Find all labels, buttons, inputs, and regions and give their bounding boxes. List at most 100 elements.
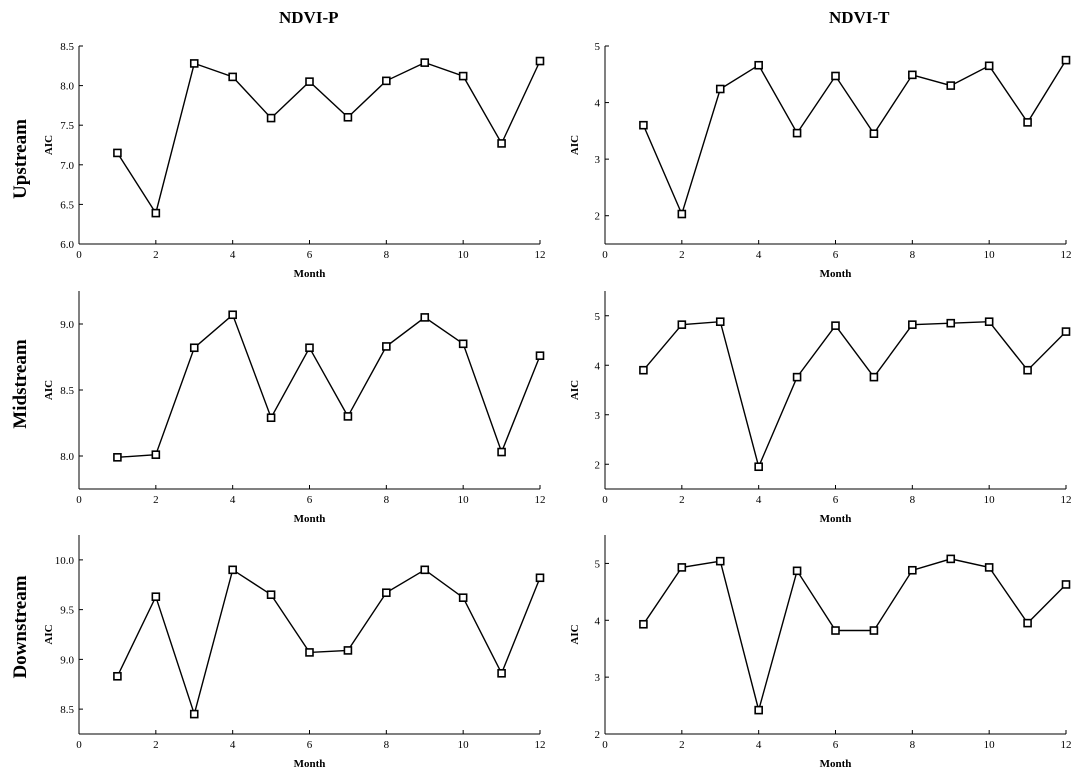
y-axis-label: AIC (569, 380, 581, 400)
data-point-month-8 (908, 565, 917, 575)
y-tick-label: 2 (595, 729, 601, 741)
data-point-month-10 (458, 71, 468, 81)
data-point-month-9 (946, 554, 956, 564)
x-tick-label: 0 (76, 494, 82, 506)
x-axis-label: Month (820, 758, 852, 770)
series-line-midstream-ndvi-t (642, 320, 1067, 469)
data-point-month-10 (984, 61, 994, 71)
y-tick-label: 7.0 (60, 160, 74, 172)
x-tick-label: 8 (910, 739, 916, 751)
x-tick-label: 0 (76, 249, 82, 261)
y-tick-label: 3 (595, 672, 601, 684)
y-tick-label: 8.5 (60, 385, 74, 397)
data-point-month-10 (984, 317, 994, 326)
data-point-month-9 (420, 313, 430, 322)
y-tick-label: 4 (595, 360, 601, 372)
x-tick-label: 0 (602, 739, 608, 751)
data-point-month-2 (677, 320, 687, 329)
y-tick-label: 6.0 (60, 239, 74, 251)
series-line-midstream-ndvi-p (117, 313, 541, 458)
data-point-month-7 (343, 412, 353, 421)
data-point-month-8 (908, 320, 917, 329)
x-tick-label: 12 (535, 739, 546, 751)
y-axis-label: AIC (43, 380, 55, 400)
column-title-ndvi-t: NDVI-T (829, 8, 890, 27)
y-tick-label: 4 (595, 615, 601, 627)
data-point-month-4 (754, 462, 763, 472)
data-point-month-9 (946, 318, 956, 328)
data-point-month-6 (831, 626, 840, 635)
column-title-ndvi-p: NDVI-P (279, 8, 339, 27)
x-tick-label: 4 (756, 494, 762, 506)
series-line-upstream-ndvi-t (642, 59, 1067, 217)
x-tick-label: 8 (384, 249, 390, 261)
x-tick-label: 8 (384, 739, 390, 751)
data-point-month-4 (754, 705, 763, 715)
data-point-month-1 (113, 453, 122, 462)
data-point-month-12 (535, 56, 545, 66)
x-tick-label: 4 (756, 739, 762, 751)
x-tick-label: 6 (833, 739, 839, 751)
x-tick-label: 10 (458, 739, 470, 751)
data-point-month-5 (266, 590, 276, 600)
data-point-month-3 (715, 556, 725, 566)
x-tick-label: 8 (384, 494, 390, 506)
x-tick-label: 2 (679, 739, 685, 751)
x-tick-label: 6 (307, 494, 313, 506)
x-tick-label: 10 (984, 249, 996, 261)
x-tick-label: 2 (679, 494, 685, 506)
data-point-month-9 (420, 565, 430, 575)
x-tick-label: 0 (602, 249, 608, 261)
data-point-month-10 (458, 593, 468, 602)
y-tick-label: 10.0 (55, 555, 75, 567)
data-point-month-5 (266, 413, 276, 423)
x-tick-label: 10 (458, 249, 470, 261)
y-axis-label: AIC (43, 624, 55, 644)
x-tick-label: 2 (679, 249, 685, 261)
data-point-month-6 (831, 321, 840, 330)
y-axis-label: AIC (569, 135, 581, 155)
x-tick-label: 8 (910, 249, 916, 261)
data-point-month-1 (639, 365, 648, 375)
x-axis-label: Month (294, 758, 326, 770)
data-point-month-10 (984, 563, 994, 572)
x-tick-label: 12 (1061, 739, 1072, 751)
data-point-month-5 (792, 372, 802, 382)
data-point-month-11 (1023, 118, 1032, 127)
y-tick-label: 5 (595, 41, 601, 53)
data-point-month-7 (343, 646, 353, 655)
y-axis-label: AIC (43, 135, 55, 155)
data-point-month-11 (497, 139, 506, 148)
data-point-month-4 (228, 310, 237, 320)
panel-midstream-ndvi-t: 0 2 4 6 8 10 12 2 3 4 5 Month AIC (569, 291, 1072, 525)
x-tick-label: 6 (307, 249, 313, 261)
y-tick-label: 2 (595, 211, 601, 223)
data-point-month-2 (677, 563, 687, 572)
y-tick-label: 7.5 (60, 120, 74, 132)
x-tick-label: 6 (307, 739, 313, 751)
y-tick-label: 9.0 (60, 319, 74, 331)
x-tick-label: 8 (910, 494, 916, 506)
data-point-month-12 (535, 573, 545, 583)
x-tick-label: 0 (602, 494, 608, 506)
y-tick-label: 8.5 (60, 704, 74, 716)
data-point-month-5 (266, 113, 276, 123)
x-axis-label: Month (820, 513, 852, 525)
panel-upstream-ndvi-t: 0 2 4 6 8 10 12 2 3 4 5 Month AIC (569, 41, 1072, 280)
panel-downstream-ndvi-p: 0 2 4 6 8 10 12 8.5 9.0 9.5 10.0 Month AIC (43, 535, 546, 770)
x-tick-label: 4 (756, 249, 762, 261)
x-tick-label: 10 (984, 739, 996, 751)
data-point-month-9 (420, 58, 430, 67)
data-point-month-8 (382, 342, 391, 351)
data-point-month-8 (382, 588, 391, 598)
data-point-month-11 (497, 669, 506, 678)
x-axis-label: Month (294, 513, 326, 525)
data-point-month-11 (497, 447, 506, 457)
data-point-month-11 (1023, 618, 1032, 628)
data-point-month-2 (677, 209, 687, 219)
x-tick-label: 12 (1061, 494, 1072, 506)
x-tick-label: 6 (833, 494, 839, 506)
data-point-month-3 (715, 84, 725, 94)
